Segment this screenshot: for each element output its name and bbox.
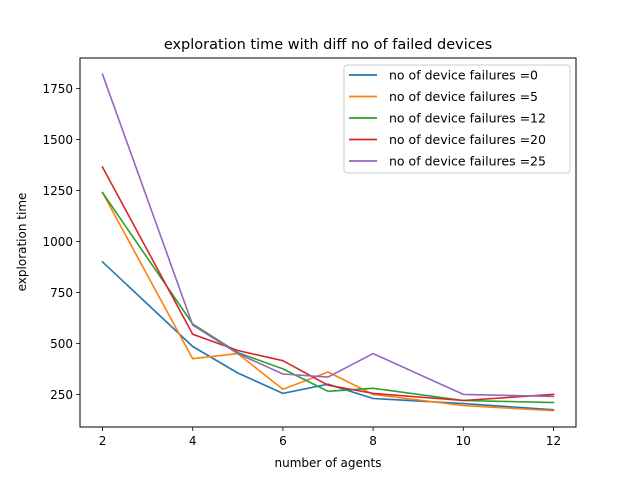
y-tick-label: 1000 [42, 235, 73, 249]
y-tick-label: 1500 [42, 133, 73, 147]
x-tick-label: 8 [369, 434, 377, 448]
chart-title: exploration time with diff no of failed … [164, 37, 492, 53]
legend: no of device failures =0 no of device fai… [344, 65, 570, 173]
legend-label-0: no of device failures =0 [389, 68, 538, 83]
y-tick-label: 250 [50, 388, 73, 402]
x-tick-label: 2 [99, 434, 107, 448]
x-tick-label: 10 [456, 434, 471, 448]
x-tick-label: 6 [279, 434, 287, 448]
legend-label-4: no of device failures =25 [389, 154, 546, 169]
y-tick-label: 1750 [42, 82, 73, 96]
y-tick-label: 500 [50, 337, 73, 351]
x-tick-label: 12 [546, 434, 561, 448]
y-axis-label: exploration time [15, 193, 29, 292]
legend-label-3: no of device failures =20 [389, 132, 546, 147]
y-tick-label: 750 [50, 286, 73, 300]
legend-label-2: no of device failures =12 [389, 111, 546, 126]
legend-label-1: no of device failures =5 [389, 89, 538, 104]
y-tick-label: 1250 [42, 184, 73, 198]
x-axis-label: number of agents [275, 456, 382, 470]
x-tick-label: 4 [189, 434, 197, 448]
